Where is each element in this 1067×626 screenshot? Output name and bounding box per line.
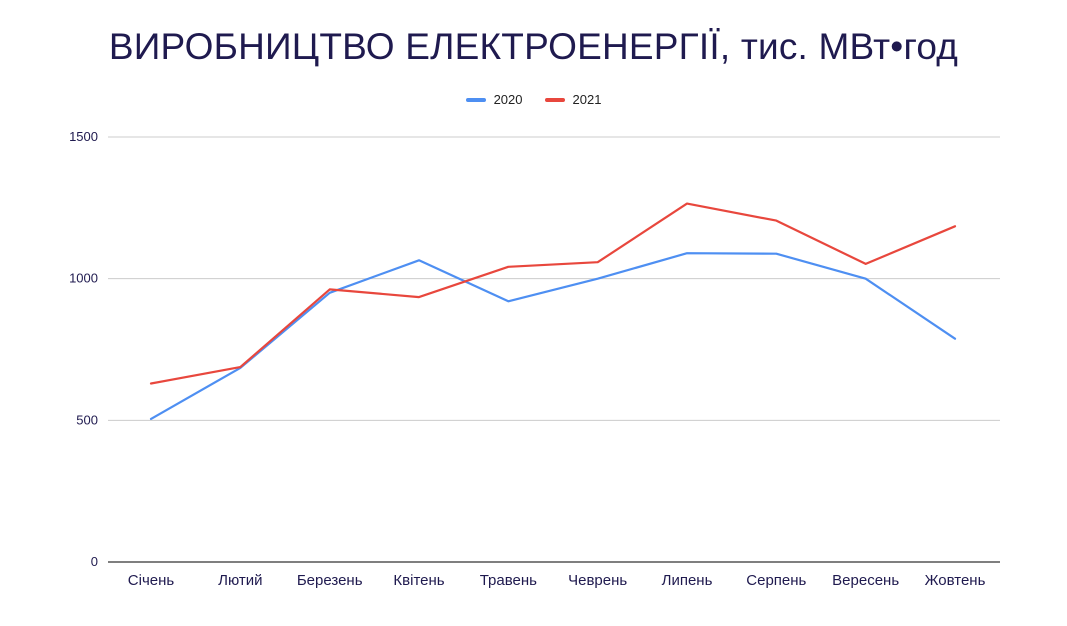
legend-swatch-2021 [544,97,565,102]
x-tick-label: Липень [662,572,713,589]
chart-legend: 2020 2021 [0,92,1067,107]
series-line-2021 [149,202,957,385]
grid-layer [108,136,1000,563]
x-tick-label: Травень [480,572,537,589]
x-tick-label: Лютий [218,572,262,589]
x-tick-label: Чеврень [568,572,627,589]
series-line-2020 [149,252,957,420]
x-tick-label: Серпень [746,572,806,589]
x-tick-label: Жовтень [925,572,986,589]
x-tick-label: Січень [128,572,175,589]
legend-swatch-2020 [465,97,486,102]
y-tick-label: 500 [76,412,98,427]
y-tick-label: 1000 [69,271,98,286]
legend-label-2021: 2021 [572,92,602,107]
series-layer [149,202,957,420]
chart-title: ВИРОБНИЦТВО ЕЛЕКТРОЕНЕРГІЇ, тис. МВт•год [108,26,959,67]
axis-labels-layer: 0 500 1000 1500 Січень Лютий Березень Квітень Тр… [69,129,986,589]
y-tick-label: 0 [91,554,98,569]
x-tick-label: Вересень [832,572,899,589]
x-tick-label: Квітень [393,572,444,589]
x-tick-label: Березень [297,572,363,589]
y-tick-label: 1500 [69,129,98,144]
legend-item-2021: 2021 [544,92,602,107]
legend-item-2020: 2020 [465,92,523,107]
legend-label-2020: 2020 [493,92,523,107]
